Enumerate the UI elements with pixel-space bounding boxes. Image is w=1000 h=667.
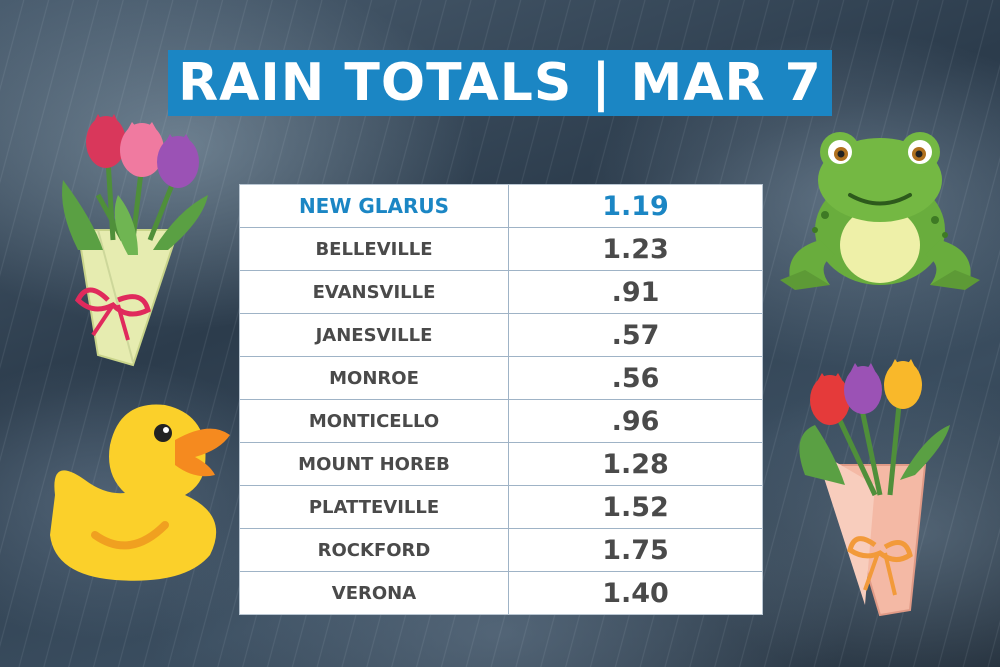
page-title: RAIN TOTALS | MAR 7: [178, 53, 822, 113]
table-row: ROCKFORD 1.75: [240, 529, 762, 572]
location-cell: BELLEVILLE: [240, 228, 509, 270]
location-cell: MONROE: [240, 357, 509, 399]
total-cell: 1.19: [602, 190, 669, 222]
title-banner: RAIN TOTALS | MAR 7: [168, 50, 832, 116]
total-cell: .57: [611, 319, 660, 351]
location-cell: VERONA: [240, 572, 509, 614]
total-cell: .91: [611, 276, 660, 308]
rain-totals-table: NEW GLARUS 1.19 BELLEVILLE 1.23 EVANSVIL…: [239, 184, 763, 615]
table-row: VERONA 1.40: [240, 572, 762, 614]
location-cell: PLATTEVILLE: [240, 486, 509, 528]
table-row: MONROE .56: [240, 357, 762, 400]
table-row: MONTICELLO .96: [240, 400, 762, 443]
location-cell: JANESVILLE: [240, 314, 509, 356]
location-cell: NEW GLARUS: [240, 185, 509, 227]
location-cell: ROCKFORD: [240, 529, 509, 571]
table-row: BELLEVILLE 1.23: [240, 228, 762, 271]
table-row: JANESVILLE .57: [240, 314, 762, 357]
location-cell: EVANSVILLE: [240, 271, 509, 313]
total-cell: 1.40: [602, 577, 669, 609]
frog-icon: [780, 132, 980, 290]
table-row: EVANSVILLE .91: [240, 271, 762, 314]
rubber-duck-icon: [50, 404, 230, 581]
total-cell: 1.75: [602, 534, 669, 566]
total-cell: 1.28: [602, 448, 669, 480]
table-row: MOUNT HOREB 1.28: [240, 443, 762, 486]
total-cell: .96: [611, 405, 660, 437]
table-row: PLATTEVILLE 1.52: [240, 486, 762, 529]
location-cell: MONTICELLO: [240, 400, 509, 442]
total-cell: 1.52: [602, 491, 669, 523]
tulip-bouquet-left-icon: [62, 114, 208, 367]
total-cell: .56: [611, 362, 660, 394]
location-cell: MOUNT HOREB: [240, 443, 509, 485]
tulip-bouquet-right-icon: [799, 359, 950, 617]
total-cell: 1.23: [602, 233, 669, 265]
table-row: NEW GLARUS 1.19: [240, 185, 762, 228]
